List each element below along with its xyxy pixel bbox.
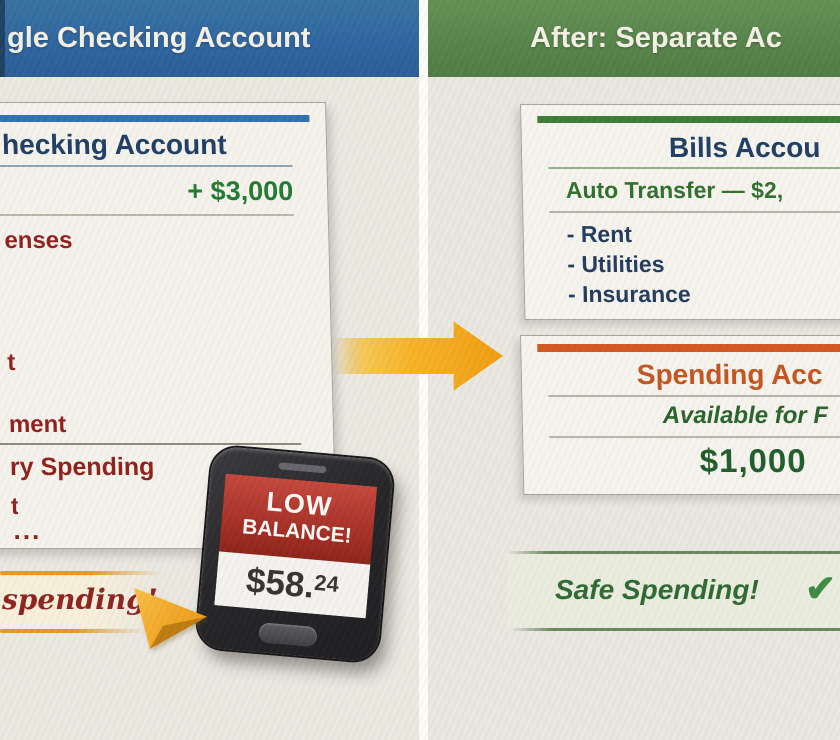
before-header: gle Checking Account xyxy=(0,0,420,77)
safe-banner-background xyxy=(507,554,840,628)
rule-under-bills-title xyxy=(548,167,840,169)
balance-dollars: $58. xyxy=(244,560,316,606)
bills-account-card: Bills Accou Auto Transfer — $2, - Rent -… xyxy=(520,104,840,320)
safe-spending-label: Safe Spending! xyxy=(555,574,759,605)
after-header-title: After: Separate Ac xyxy=(530,22,782,54)
phone-screen: LOW BALANCE! $58.24 xyxy=(214,473,378,619)
auto-transfer-label: Auto Transfer — $2, xyxy=(565,177,784,203)
checking-card-title: hecking Account xyxy=(1,129,227,160)
bills-item: - Rent xyxy=(566,221,633,247)
card-accent-bar-blue xyxy=(0,115,310,122)
expense-row-ellipsis: ... xyxy=(13,515,42,545)
expense-row: ry Spending xyxy=(9,453,155,481)
rule-under-title xyxy=(0,165,293,167)
bills-item: - Insurance xyxy=(567,281,691,307)
spending-account-card: Spending Acc Available for F $1,000 xyxy=(520,335,840,495)
spending-amount: $1,000 xyxy=(699,442,807,479)
safe-banner-line-top xyxy=(507,551,840,554)
low-balance-alert: LOW BALANCE! xyxy=(218,473,378,565)
safe-banner-line-bottom xyxy=(510,628,840,631)
spending-card-title: Spending Acc xyxy=(636,359,823,390)
balance-cents: 24 xyxy=(313,569,340,597)
arrow-face xyxy=(134,588,207,649)
after-header: After: Separate Ac xyxy=(428,0,840,77)
small-arrow-icon xyxy=(134,581,210,651)
expense-row-fragment: t xyxy=(10,493,19,517)
deposit-amount: + $3,000 xyxy=(186,176,294,206)
card-accent-bar-orange xyxy=(537,344,840,352)
banner-background xyxy=(0,576,155,628)
available-label: Available for F xyxy=(662,402,829,429)
expense-row: t xyxy=(7,349,16,376)
rule-under-transfer xyxy=(549,211,840,213)
header-edge-accent xyxy=(0,0,5,77)
checkmark-icon: ✔ xyxy=(805,568,837,609)
bills-item: - Utilities xyxy=(567,251,665,277)
banner-line-top xyxy=(0,571,162,575)
expense-row: ment xyxy=(8,411,67,438)
rule-under-spending-title xyxy=(548,395,840,397)
rule-under-available xyxy=(549,436,840,438)
phone-home-button xyxy=(258,622,318,648)
banner-line-bottom xyxy=(0,629,146,633)
before-header-title: gle Checking Account xyxy=(7,22,311,54)
after-panel: After: Separate Ac Bills Accou Auto Tran… xyxy=(428,0,840,740)
phone-speaker xyxy=(278,462,327,474)
rule-under-deposit xyxy=(0,214,294,216)
overspending-banner: spending! xyxy=(0,571,175,637)
safe-spending-banner: Safe Spending! ✔ xyxy=(505,551,840,633)
bills-card-title: Bills Accou xyxy=(668,132,821,163)
phone: LOW BALANCE! $58.24 xyxy=(195,445,395,663)
expense-row: enses xyxy=(4,227,73,254)
card-accent-bar-green xyxy=(537,116,840,123)
rule-mid-card xyxy=(0,443,302,445)
overspending-label: spending! xyxy=(2,583,158,616)
